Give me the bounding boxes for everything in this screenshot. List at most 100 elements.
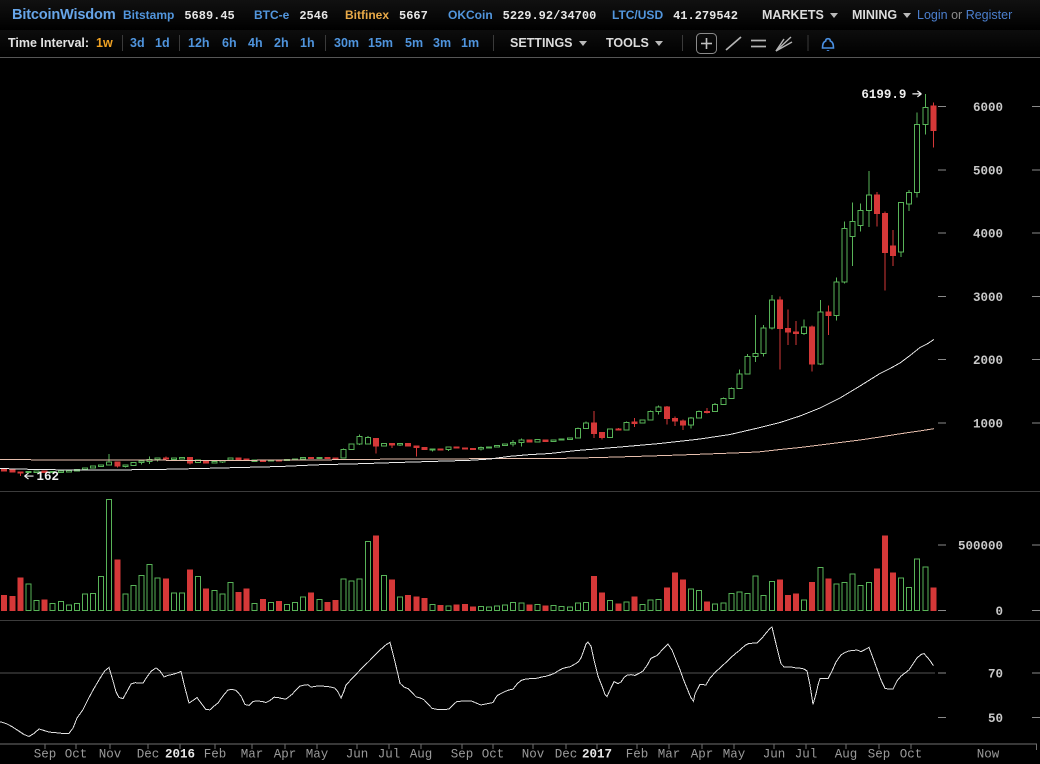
candle-body [784, 328, 791, 333]
candle-body [494, 444, 501, 448]
auth-links: Login or Register [917, 8, 1012, 22]
candle-body [881, 212, 888, 254]
ticker-bitstamp[interactable]: Bitstamp 5689.45 [123, 8, 235, 23]
volume-bar [389, 579, 396, 612]
x-axis-label-nov: Nov [522, 748, 545, 762]
candle-body [122, 464, 129, 467]
trendline-icon[interactable] [725, 36, 742, 51]
fan-lines-icon[interactable] [775, 36, 793, 52]
x-axis-label-dec: Dec [137, 748, 160, 762]
ticker-btce-name[interactable]: BTC-e [254, 8, 290, 22]
tool-icons [696, 33, 835, 54]
interval-5m[interactable]: 5m [405, 36, 424, 50]
candle-body [469, 448, 476, 451]
volume-bar [332, 599, 339, 612]
candle-body [405, 442, 412, 447]
candle-body [639, 419, 646, 424]
volume-bar [187, 569, 194, 611]
header-bar: BitcoinWisdom Bitstamp 5689.45 BTC-e 2546 … [0, 0, 1040, 30]
interval-1m[interactable]: 1m [461, 36, 480, 50]
candle-body [849, 220, 856, 237]
tools-menu[interactable]: TOOLS [606, 36, 663, 50]
high-price-label: 6199.9 [861, 88, 906, 102]
candle-body [1, 469, 8, 472]
x-axis-label-mar: Mar [658, 748, 681, 762]
x-axis-label-apr: Apr [691, 748, 714, 762]
x-axis-label-sep: Sep [868, 748, 891, 762]
interval-30m[interactable]: 30m [334, 36, 360, 50]
candle-body [518, 439, 525, 443]
candle-body [744, 355, 751, 375]
interval-4h[interactable]: 4h [248, 36, 263, 50]
interval-12h[interactable]: 12h [188, 36, 210, 50]
volume-bar [720, 602, 727, 611]
candle-body [340, 448, 347, 459]
ticker-bitfinex-name[interactable]: Bitfinex [345, 8, 390, 22]
candle-body [865, 194, 872, 211]
interval-3m[interactable]: 3m [433, 36, 452, 50]
candle-body [558, 438, 565, 441]
interval-1h[interactable]: 1h [300, 36, 315, 50]
volume-bar [203, 588, 210, 611]
candle-body [502, 443, 509, 446]
volume-bar [696, 589, 703, 611]
volume-bar [356, 578, 363, 611]
volume-bar [550, 605, 557, 611]
x-axis-label-jun: Jun [763, 748, 786, 762]
interval-1w[interactable]: 1w [96, 36, 113, 50]
volume-bar [170, 592, 177, 612]
interval-6h[interactable]: 6h [222, 36, 237, 50]
ticker-okcoin[interactable]: OKCoin 5229.92/34700 [448, 8, 596, 23]
candle-body [461, 447, 468, 450]
volume-bar [914, 558, 921, 611]
candle-body [526, 439, 533, 443]
candle-body [178, 457, 185, 460]
register-link[interactable]: Register [965, 8, 1013, 22]
ticker-okcoin-name[interactable]: OKCoin [448, 8, 493, 22]
volume-bar [130, 584, 137, 612]
candle-body [607, 428, 614, 439]
price-chart[interactable]: 1000 2000 3000 4000 5000 6000 0 500000 50 70 Sep Oc… [0, 58, 1040, 764]
volume-bar [833, 583, 840, 612]
ticker-btce[interactable]: BTC-e 2546 [254, 8, 328, 23]
price-axis-label: 3000 [973, 291, 1003, 305]
interval-2h[interactable]: 2h [274, 36, 289, 50]
candle-body [300, 456, 307, 460]
volume-bar [881, 535, 888, 612]
interval-3d[interactable]: 3d [130, 36, 145, 50]
interval-15m[interactable]: 15m [368, 36, 394, 50]
volume-bar [688, 588, 694, 611]
volume-bar [114, 559, 121, 612]
ticker-bitstamp-name[interactable]: Bitstamp [123, 8, 175, 22]
interval-1d[interactable]: 1d [155, 36, 170, 50]
settings-menu[interactable]: SETTINGS [510, 36, 587, 50]
crosshair-icon[interactable] [696, 33, 717, 54]
ticker-bitfinex[interactable]: Bitfinex 5667 [345, 8, 428, 23]
ticker-ltcusd[interactable]: LTC/USD 41.279542 [612, 8, 738, 23]
toolbar-separator [682, 35, 683, 51]
volume-bar [316, 598, 323, 611]
markets-menu[interactable]: MARKETS [762, 8, 838, 22]
horizontal-lines-icon[interactable] [751, 39, 766, 48]
volume-bar [752, 575, 759, 611]
volume-bar [566, 606, 573, 612]
candle-body [857, 209, 864, 227]
chart-toolbar: Time Interval: 1w 3d 1d 12h 6h 4h 2h 1h … [0, 30, 1040, 58]
ticker-bitstamp-price: 5689.45 [184, 9, 235, 23]
volume-bar [663, 587, 670, 611]
volume-bar [865, 582, 872, 612]
candle-body [663, 406, 670, 420]
ticker-ltcusd-name[interactable]: LTC/USD [612, 8, 664, 22]
x-axis-label-jul: Jul [378, 748, 401, 762]
ticker-bitfinex-price: 5667 [399, 9, 428, 23]
mining-menu[interactable]: MINING [852, 8, 912, 22]
volume-bar [122, 593, 129, 611]
volume-bar [599, 592, 606, 612]
candle-body [809, 326, 816, 365]
candle-body [106, 461, 113, 466]
alert-bell-icon[interactable] [821, 37, 835, 51]
site-logo[interactable]: BitcoinWisdom [12, 7, 116, 23]
candle-body [356, 435, 363, 445]
login-link[interactable]: Login [917, 8, 948, 22]
volume-bar [655, 598, 662, 611]
